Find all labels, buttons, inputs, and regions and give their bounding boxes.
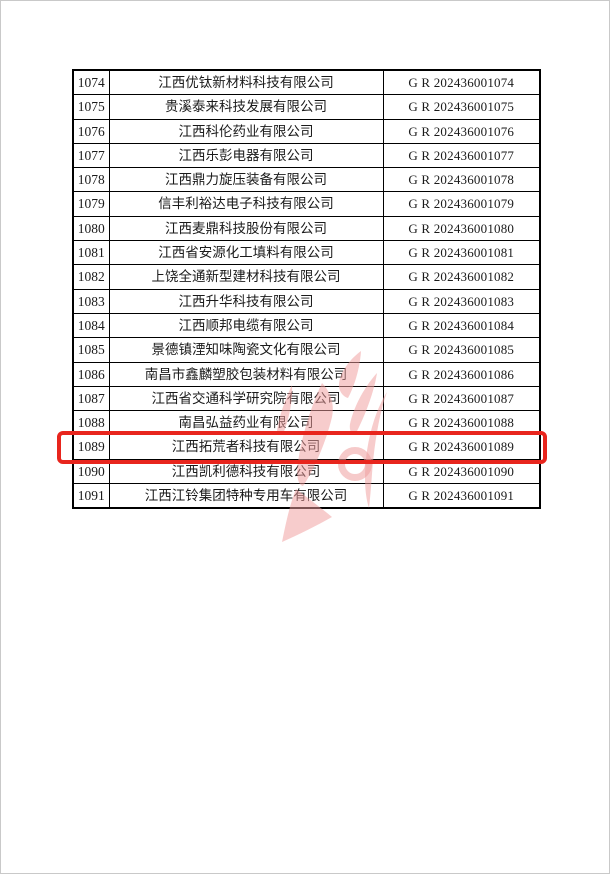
table-row: 1083 江西升华科技有限公司 G R 202436001083 <box>72 288 541 314</box>
certificate-code-cell: G R 202436001082 <box>382 264 541 290</box>
row-number-cell: 1087 <box>72 385 110 412</box>
certificate-code-cell: G R 202436001076 <box>382 118 541 144</box>
table-row: 1078 江西鼎力旋压装备有限公司 G R 202436001078 <box>72 167 541 193</box>
company-name-cell: 江西优钛新材料科技有限公司 <box>108 69 384 96</box>
company-name-cell: 江西升华科技有限公司 <box>108 288 384 314</box>
table-row: 1087 江西省交通科学研究院有限公司 G R 202436001087 <box>72 385 541 412</box>
row-number-cell: 1082 <box>72 264 110 290</box>
row-number-cell: 1077 <box>72 142 110 169</box>
company-name-cell: 南昌市鑫麟塑胶包装材料有限公司 <box>108 361 384 387</box>
certificate-code-cell: G R 202436001085 <box>382 337 541 363</box>
company-name-cell: 江西科伦药业有限公司 <box>108 118 384 144</box>
table-row: 1077 江西乐彭电器有限公司 G R 202436001077 <box>72 142 541 169</box>
table-row: 1080 江西麦鼎科技股份有限公司 G R 202436001080 <box>72 215 541 242</box>
row-number-cell: 1085 <box>72 337 110 363</box>
table-row: 1084 江西顺邦电缆有限公司 G R 202436001084 <box>72 312 541 339</box>
company-name-cell: 江西江铃集团特种专用车有限公司 <box>108 483 384 509</box>
certificate-code-cell: G R 202436001080 <box>382 215 541 242</box>
table-row: 1091 江西江铃集团特种专用车有限公司 G R 202436001091 <box>72 483 541 509</box>
table-row: 1081 江西省安源化工填料有限公司 G R 202436001081 <box>72 240 541 266</box>
certificate-code-cell: G R 202436001079 <box>382 191 541 217</box>
row-number-cell: 1083 <box>72 288 110 314</box>
company-name-cell: 江西鼎力旋压装备有限公司 <box>108 167 384 193</box>
certificate-code-cell: G R 202436001086 <box>382 361 541 387</box>
certificate-code-cell: G R 202436001083 <box>382 288 541 314</box>
company-name-cell: 江西顺邦电缆有限公司 <box>108 312 384 339</box>
row-number-cell: 1080 <box>72 215 110 242</box>
table-row: 1085 景德镇湮知味陶瓷文化有限公司 G R 202436001085 <box>72 337 541 363</box>
table-row: 1082 上饶全通新型建材科技有限公司 G R 202436001082 <box>72 264 541 290</box>
row-number-cell: 1078 <box>72 167 110 193</box>
company-name-cell: 江西省交通科学研究院有限公司 <box>108 385 384 412</box>
table-row: 1074 江西优钛新材料科技有限公司 G R 202436001074 <box>72 69 541 96</box>
certificate-table: 1074 江西优钛新材料科技有限公司 G R 202436001074 1075… <box>72 69 541 510</box>
company-name-cell: 江西拓荒者科技有限公司 <box>108 434 384 460</box>
row-number-cell: 1076 <box>72 118 110 144</box>
table-row-highlighted: 1089 江西拓荒者科技有限公司 G R 202436001089 <box>72 434 541 460</box>
certificate-code-cell: G R 202436001075 <box>382 94 541 120</box>
certificate-code-cell: G R 202436001089 <box>382 434 541 460</box>
row-number-cell: 1079 <box>72 191 110 217</box>
table-row: 1075 贵溪泰来科技发展有限公司 G R 202436001075 <box>72 94 541 120</box>
row-number-cell: 1081 <box>72 240 110 266</box>
certificate-code-cell: G R 202436001077 <box>382 142 541 169</box>
table-row: 1076 江西科伦药业有限公司 G R 202436001076 <box>72 118 541 144</box>
certificate-code-cell: G R 202436001078 <box>382 167 541 193</box>
row-number-cell: 1089 <box>72 434 110 460</box>
company-name-cell: 江西麦鼎科技股份有限公司 <box>108 215 384 242</box>
company-name-cell: 上饶全通新型建材科技有限公司 <box>108 264 384 290</box>
row-number-cell: 1086 <box>72 361 110 387</box>
certificate-code-cell: G R 202436001081 <box>382 240 541 266</box>
company-name-cell: 江西乐彭电器有限公司 <box>108 142 384 169</box>
row-number-cell: 1075 <box>72 94 110 120</box>
certificate-code-cell: G R 202436001074 <box>382 69 541 96</box>
company-name-cell: 江西省安源化工填料有限公司 <box>108 240 384 266</box>
row-number-cell: 1091 <box>72 483 110 509</box>
certificate-code-cell: G R 202436001084 <box>382 312 541 339</box>
table-row: 1079 信丰利裕达电子科技有限公司 G R 202436001079 <box>72 191 541 217</box>
highlight-box <box>57 431 547 464</box>
certificate-code-cell: G R 202436001087 <box>382 385 541 412</box>
row-number-cell: 1074 <box>72 69 110 96</box>
table-row: 1086 南昌市鑫麟塑胶包装材料有限公司 G R 202436001086 <box>72 361 541 387</box>
company-name-cell: 信丰利裕达电子科技有限公司 <box>108 191 384 217</box>
certificate-code-cell: G R 202436001091 <box>382 483 541 509</box>
company-name-cell: 景德镇湮知味陶瓷文化有限公司 <box>108 337 384 363</box>
company-name-cell: 贵溪泰来科技发展有限公司 <box>108 94 384 120</box>
row-number-cell: 1084 <box>72 312 110 339</box>
